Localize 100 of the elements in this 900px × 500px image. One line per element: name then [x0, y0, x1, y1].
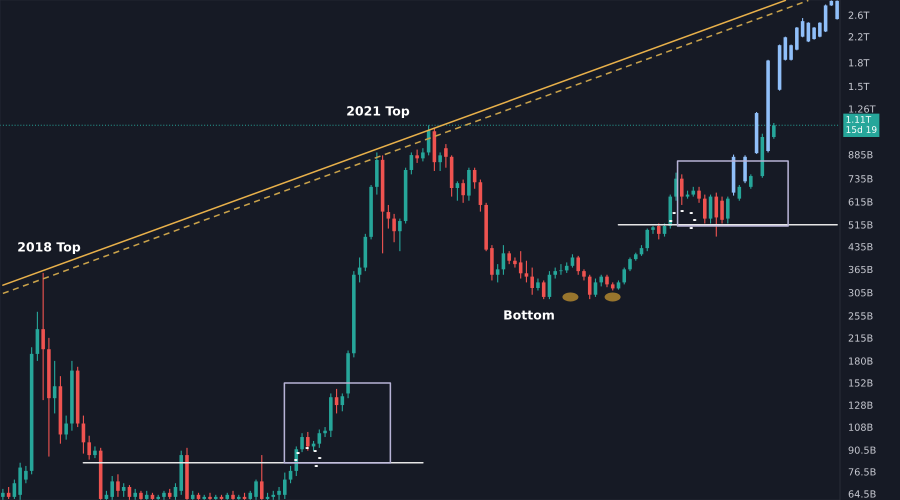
y-tick-label: 615B [848, 198, 873, 206]
y-tick-label: 108B [849, 424, 873, 431]
candlestick [749, 174, 753, 190]
candlestick [386, 204, 390, 230]
candlestick [277, 486, 281, 500]
candlestick [656, 222, 661, 240]
y-tick-label: 90.5B [848, 446, 876, 454]
candlestick [789, 44, 793, 62]
candlestick [254, 479, 258, 500]
candlestick [110, 475, 114, 500]
candlestick [622, 267, 626, 285]
candlestick [605, 274, 609, 288]
y-tick-label: 1.26T [849, 105, 876, 113]
candlestick [784, 36, 788, 62]
candlestick [548, 270, 552, 300]
candlestick [542, 280, 546, 300]
candlestick [461, 179, 465, 204]
y-tick-label: 735B [848, 175, 873, 183]
candlestick [260, 454, 264, 500]
y-tick-label: 515B [848, 221, 873, 229]
candlestick [323, 426, 327, 438]
candlestick [553, 267, 557, 280]
y-tick-label: 2.6T [848, 12, 870, 19]
candlestick [680, 174, 684, 206]
candlestick [472, 167, 476, 190]
y-tick-label: 365B [848, 266, 873, 274]
candlestick [87, 435, 91, 460]
candlestick [168, 488, 172, 500]
candlestick [272, 490, 276, 500]
candlestick [6, 486, 10, 500]
y-tick-label: 1.5T [849, 82, 870, 90]
candlestick [41, 272, 45, 401]
candlestick [708, 194, 712, 224]
candlestick [52, 360, 56, 414]
candlestick [697, 186, 701, 204]
annotation: 2021 Top [347, 106, 410, 118]
candlestick [93, 446, 97, 459]
candlestick [800, 18, 804, 38]
y-tick-label: 305B [848, 289, 873, 296]
candlestick [478, 179, 482, 212]
candlestick [518, 250, 522, 280]
y-tick-label: 76.5B [848, 468, 876, 476]
annotation: 2018 Top [18, 242, 80, 254]
candlestick [300, 432, 304, 453]
candlestick [122, 482, 126, 498]
y-tick-label: 128B [849, 402, 873, 409]
candlestick [334, 388, 338, 414]
candlestick [714, 192, 718, 238]
annotation: Bottom [504, 310, 554, 320]
candlestick [128, 484, 132, 500]
candlestick [726, 196, 730, 224]
candlestick [340, 392, 344, 412]
y-tick-label: 215B [848, 334, 873, 342]
candlestick [738, 184, 742, 202]
candlestick [576, 255, 580, 276]
candlestick [662, 222, 666, 238]
y-tick-label: 885B [848, 151, 873, 158]
candlestick [398, 218, 402, 252]
y-tick-label: 435B [848, 243, 873, 250]
candlestick [502, 244, 506, 276]
candlestick [456, 180, 460, 202]
candlestick [795, 26, 799, 51]
candlestick [507, 250, 511, 265]
candlestick [12, 479, 16, 500]
candlestick [835, 0, 839, 20]
candlestick [703, 194, 707, 224]
candlestick [536, 278, 540, 292]
candlestick [306, 431, 310, 452]
y-tick-label: 2.2T [848, 33, 870, 40]
candlestick [1, 488, 5, 500]
candlestick [82, 415, 86, 454]
candlestick [116, 474, 120, 498]
candlestick [818, 22, 822, 38]
candlestick [599, 274, 604, 287]
candlestick [24, 465, 28, 484]
candlestick [570, 254, 574, 268]
candlestick [283, 472, 287, 500]
y-tick-label: 64.5B [848, 490, 876, 498]
candlestick [438, 152, 442, 172]
candlestick [392, 213, 396, 243]
candlestick [496, 264, 500, 283]
candlestick [64, 415, 68, 440]
candlestick [628, 256, 632, 272]
candlestick [564, 262, 568, 274]
candlestick [133, 488, 137, 500]
candlestick [692, 186, 696, 198]
candlestick [444, 144, 448, 168]
candlestick [806, 22, 810, 43]
candlestick [645, 228, 650, 252]
candlestick [594, 278, 598, 298]
y-tick-label: 255B [848, 312, 873, 320]
ref-line-label: 1.11T 15d 19 [846, 116, 876, 133]
candlestick [318, 428, 322, 448]
candlestick [582, 268, 586, 281]
candlestick [720, 196, 724, 224]
y-tick-label: 180B [849, 357, 873, 365]
candlestick [616, 280, 620, 290]
candlestick [358, 256, 362, 283]
y-tick-label: 1.8T [849, 59, 870, 66]
y-tick-label: 152B [849, 379, 873, 387]
